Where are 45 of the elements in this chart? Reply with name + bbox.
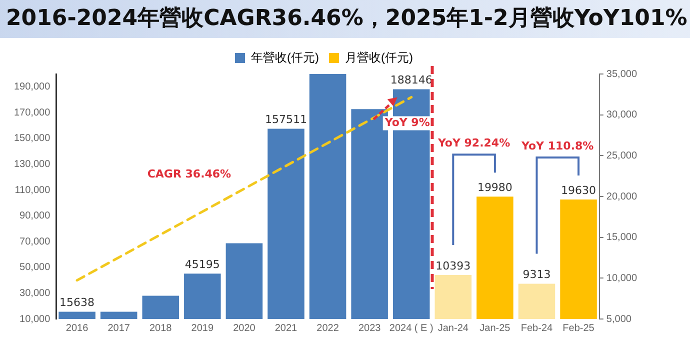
x-tick-label: 2016 — [66, 322, 89, 334]
x-tick-label: 2024 ( E ) — [389, 322, 434, 334]
data-label: 15638 — [60, 296, 95, 310]
data-label: 10393 — [436, 259, 471, 272]
y2-tick-label: 30,000 — [606, 110, 638, 121]
y2-tick-label: 15,000 — [606, 232, 638, 244]
legend-label: 年營收(仟元) — [251, 50, 320, 64]
annotation: YoY 92.24% — [436, 136, 510, 150]
y-tick-label: 130,000 — [14, 159, 51, 170]
chart-title: 2016-2024年營收CAGR36.46%，2025年1-2月營收YoY101% — [0, 0, 690, 38]
y-tick-label: 190,000 — [14, 82, 51, 93]
data-label: 19630 — [561, 184, 596, 197]
data-label: 19980 — [477, 181, 512, 194]
y2-tick-label: 10,000 — [606, 272, 638, 284]
x-tick-label: 2020 — [233, 322, 256, 334]
y2-tick-label: 5,000 — [606, 314, 632, 325]
annotation: CAGR 36.46% — [147, 168, 232, 181]
y2-tick-label: 35,000 — [606, 68, 638, 80]
data-label: 45195 — [184, 258, 220, 271]
y-tick-label: 90,000 — [20, 210, 51, 222]
data-label: 188146 — [390, 74, 432, 87]
annotation: YoY 110.8% — [520, 140, 594, 153]
x-tick-label: 2023 — [358, 322, 382, 334]
x-tick-label: 2017 — [108, 322, 130, 334]
x-tick-label: Jan-24 — [438, 322, 469, 334]
y-tick-label: 50,000 — [20, 262, 51, 274]
x-tick-label: 2022 — [316, 322, 340, 334]
y-tick-label: 150,000 — [14, 133, 51, 144]
y-tick-label: 70,000 — [20, 236, 51, 248]
y-tick-label: 10,000 — [20, 314, 51, 325]
x-tick-label: Feb-24 — [520, 322, 554, 334]
data-label: 157511 — [264, 113, 307, 126]
x-tick-label: 2018 — [149, 322, 172, 334]
y-tick-label: 30,000 — [20, 288, 51, 299]
legend-label: 月營收(仟元) — [345, 50, 413, 64]
y-tick-label: 110,000 — [14, 184, 51, 196]
x-tick-label: 2019 — [191, 322, 214, 334]
y2-tick-label: 25,000 — [606, 150, 638, 162]
data-label: 9313 — [522, 268, 551, 282]
x-tick-label: 2021 — [274, 322, 298, 334]
annotation: YoY 9% — [384, 116, 430, 130]
y-tick-label: 170,000 — [14, 107, 51, 118]
y2-tick-label: 20,000 — [606, 191, 638, 202]
x-tick-label: Jan-25 — [480, 322, 511, 334]
x-tick-label: Feb-25 — [562, 322, 595, 334]
